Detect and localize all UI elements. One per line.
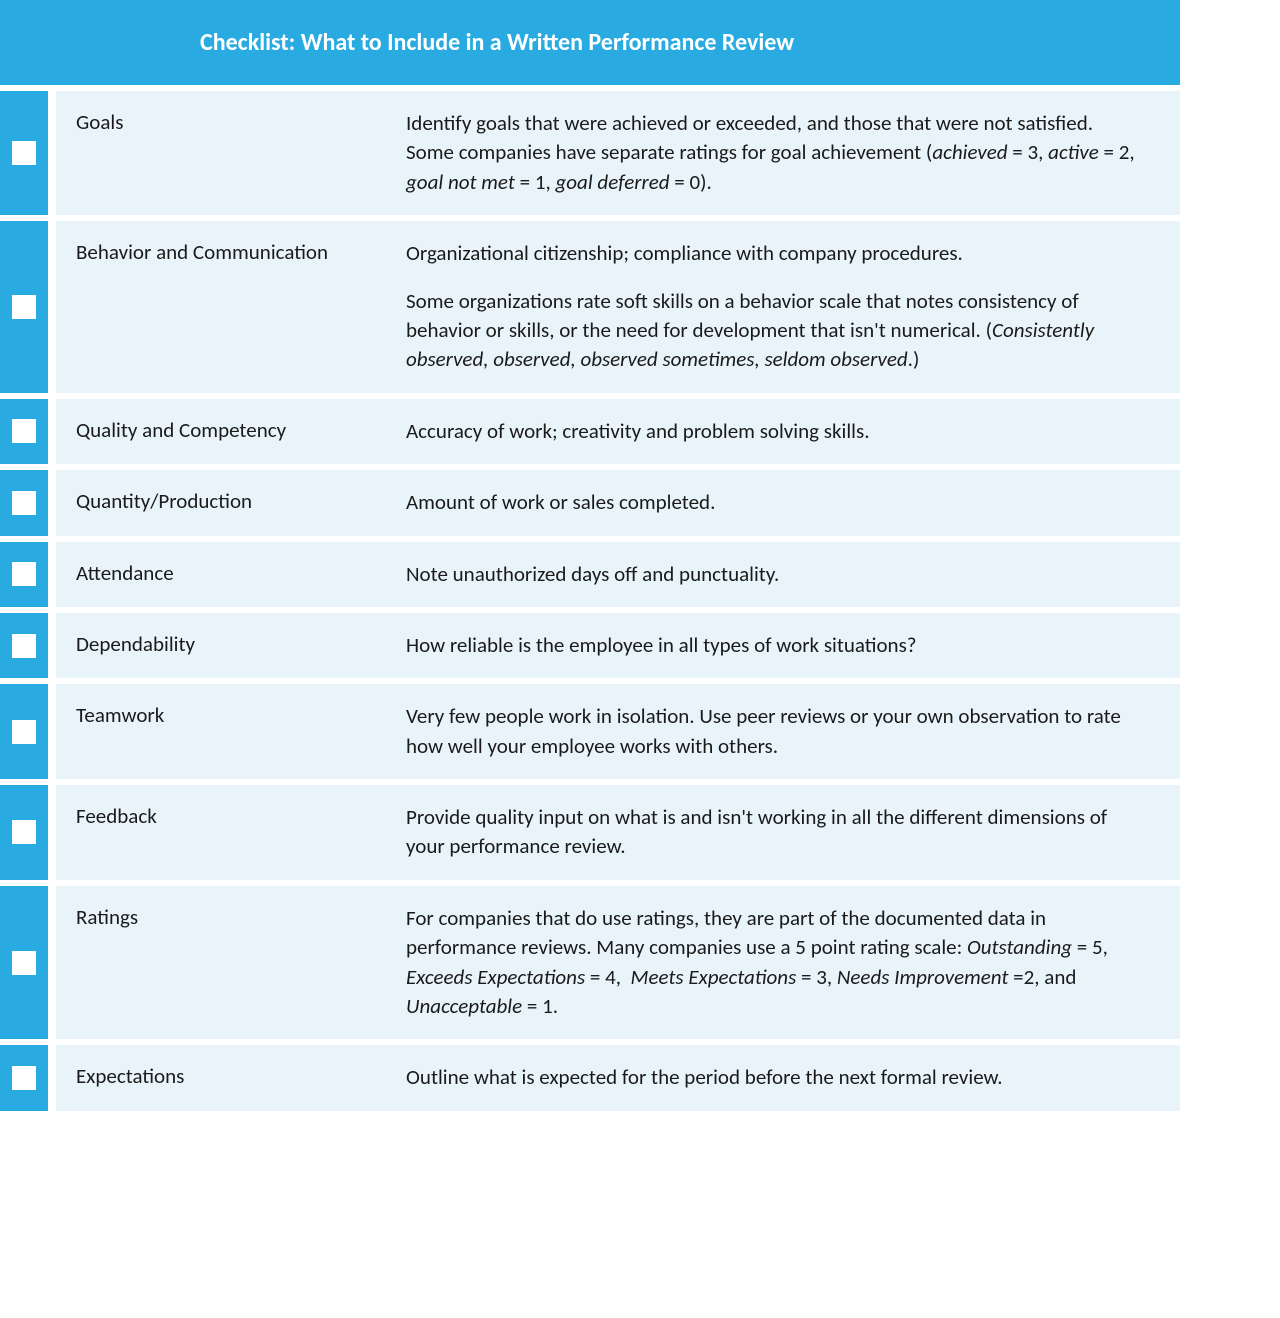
item-description: Very few people work in isolation. Use p… xyxy=(396,684,1180,779)
checkbox-cell xyxy=(0,684,48,779)
checkbox-cell xyxy=(0,785,48,880)
checklist-row: FeedbackProvide quality input on what is… xyxy=(0,779,1180,880)
column-gap xyxy=(48,613,56,678)
item-label: Feedback xyxy=(56,785,396,880)
column-gap xyxy=(48,91,56,215)
checkbox-cell xyxy=(0,221,48,393)
checklist-title: Checklist: What to Include in a Written … xyxy=(200,28,794,57)
checklist-row: ExpectationsOutline what is expected for… xyxy=(0,1039,1180,1110)
column-gap xyxy=(48,785,56,880)
item-description: For companies that do use ratings, they … xyxy=(396,886,1180,1040)
checklist-header: Checklist: What to Include in a Written … xyxy=(0,0,1180,85)
checkbox-cell xyxy=(0,470,48,535)
checkbox-cell xyxy=(0,1045,48,1110)
item-description: Provide quality input on what is and isn… xyxy=(396,785,1180,880)
column-gap xyxy=(48,1045,56,1110)
item-description: Outline what is expected for the period … xyxy=(396,1045,1180,1110)
checkbox[interactable] xyxy=(12,720,36,744)
checklist-row: Behavior and CommunicationOrganizational… xyxy=(0,215,1180,393)
item-description: Accuracy of work; creativity and problem… xyxy=(396,399,1180,464)
item-description: Amount of work or sales completed. xyxy=(396,470,1180,535)
item-description: Identify goals that were achieved or exc… xyxy=(396,91,1180,215)
checkbox[interactable] xyxy=(12,562,36,586)
checklist-row: Quantity/ProductionAmount of work or sal… xyxy=(0,464,1180,535)
item-label: Teamwork xyxy=(56,684,396,779)
checkbox[interactable] xyxy=(12,141,36,165)
item-label: Quantity/Production xyxy=(56,470,396,535)
checklist-row: GoalsIdentify goals that were achieved o… xyxy=(0,85,1180,215)
item-label: Dependability xyxy=(56,613,396,678)
column-gap xyxy=(48,399,56,464)
item-description: How reliable is the employee in all type… xyxy=(396,613,1180,678)
checkbox-cell xyxy=(0,886,48,1040)
column-gap xyxy=(48,684,56,779)
item-description: Organizational citizenship; compliance w… xyxy=(396,221,1180,393)
checkbox[interactable] xyxy=(12,951,36,975)
column-gap xyxy=(48,470,56,535)
item-label: Attendance xyxy=(56,542,396,607)
item-label: Quality and Competency xyxy=(56,399,396,464)
item-label: Ratings xyxy=(56,886,396,1040)
item-label: Goals xyxy=(56,91,396,215)
checkbox-cell xyxy=(0,613,48,678)
checklist-container: Checklist: What to Include in a Written … xyxy=(0,0,1180,1111)
checklist-row: AttendanceNote unauthorized days off and… xyxy=(0,536,1180,607)
checkbox[interactable] xyxy=(12,491,36,515)
item-label: Behavior and Communication xyxy=(56,221,396,393)
checkbox[interactable] xyxy=(12,419,36,443)
checklist-row: DependabilityHow reliable is the employe… xyxy=(0,607,1180,678)
checklist-row: RatingsFor companies that do use ratings… xyxy=(0,880,1180,1040)
column-gap xyxy=(48,886,56,1040)
column-gap xyxy=(48,542,56,607)
item-label: Expectations xyxy=(56,1045,396,1110)
checkbox[interactable] xyxy=(12,1066,36,1090)
checklist-rows: GoalsIdentify goals that were achieved o… xyxy=(0,85,1180,1111)
checkbox[interactable] xyxy=(12,295,36,319)
checklist-row: Quality and CompetencyAccuracy of work; … xyxy=(0,393,1180,464)
checklist-row: TeamworkVery few people work in isolatio… xyxy=(0,678,1180,779)
checkbox-cell xyxy=(0,91,48,215)
checkbox[interactable] xyxy=(12,634,36,658)
checkbox-cell xyxy=(0,542,48,607)
column-gap xyxy=(48,221,56,393)
checkbox-cell xyxy=(0,399,48,464)
item-description: Note unauthorized days off and punctuali… xyxy=(396,542,1180,607)
checkbox[interactable] xyxy=(12,820,36,844)
